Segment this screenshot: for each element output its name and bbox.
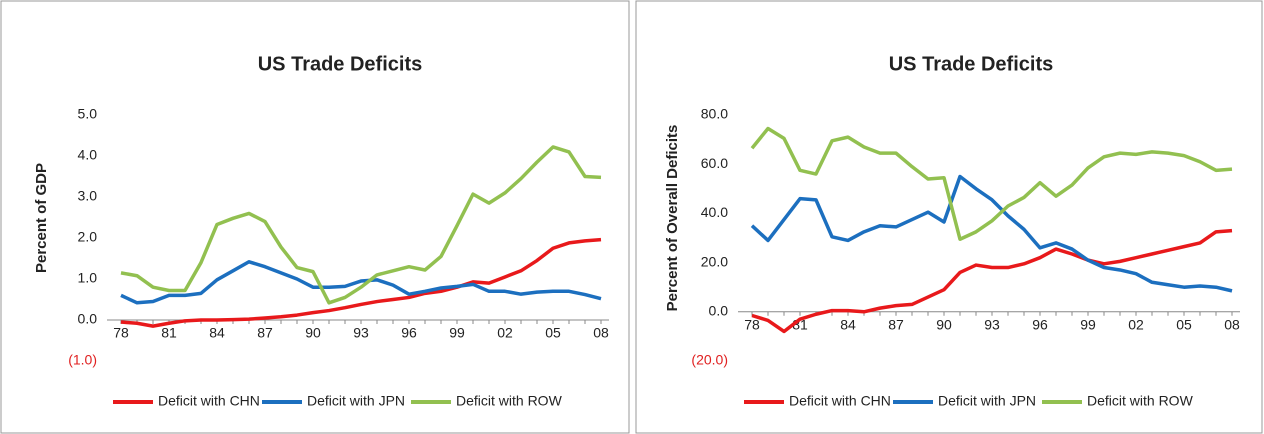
panel <box>0 0 630 434</box>
x-tick-label: 87 <box>257 325 273 341</box>
x-tick-label: 02 <box>497 325 513 341</box>
y-tick-label: 4.0 <box>78 147 98 163</box>
legend-label: Deficit with CHN <box>789 393 891 409</box>
x-tick-label: 87 <box>888 317 904 333</box>
series-line <box>751 228 1233 334</box>
x-tick-label: 05 <box>1176 317 1192 333</box>
x-tick-label: 84 <box>209 325 225 341</box>
y-tick-label: (20.0) <box>691 352 728 368</box>
x-tick-label: 99 <box>449 325 465 341</box>
y-tick-label: 1.0 <box>78 270 98 286</box>
y-tick-label: 40.0 <box>701 204 728 220</box>
x-tick-label: 99 <box>1080 317 1096 333</box>
y-tick-label: 20.0 <box>701 253 728 269</box>
x-tick-label: 08 <box>1224 317 1240 333</box>
legend-label: Deficit with ROW <box>456 393 563 409</box>
y-tick-label: 0.0 <box>709 303 729 319</box>
x-tick-label: 78 <box>113 325 129 341</box>
chart-title: US Trade Deficits <box>258 53 423 75</box>
x-tick-label: 08 <box>593 325 609 341</box>
x-tick-label: 02 <box>1128 317 1144 333</box>
x-tick-label: 81 <box>161 325 177 341</box>
x-tick-label: 90 <box>305 325 321 341</box>
y-tick-label: 80.0 <box>701 106 728 122</box>
y-tick-label: 60.0 <box>701 155 728 171</box>
y-tick-label: 0.0 <box>78 311 98 327</box>
x-tick-label: 90 <box>936 317 952 333</box>
legend-label: Deficit with CHN <box>158 393 260 409</box>
legend-label: Deficit with ROW <box>1087 393 1194 409</box>
y-tick-label: (1.0) <box>68 352 97 368</box>
x-tick-label: 93 <box>353 325 369 341</box>
y-tick-label: 5.0 <box>78 106 98 122</box>
y-tick-label: 2.0 <box>78 229 98 245</box>
legend-label: Deficit with JPN <box>307 393 405 409</box>
y-axis-label: Percent of Overall Deficits <box>664 125 681 312</box>
series-line <box>750 174 1233 293</box>
series-line <box>120 145 602 305</box>
y-tick-label: 3.0 <box>78 188 98 204</box>
x-tick-label: 96 <box>1032 317 1048 333</box>
x-tick-label: 78 <box>744 317 760 333</box>
x-tick-label: 96 <box>401 325 417 341</box>
x-tick-label: 84 <box>840 317 856 333</box>
x-tick-label: 05 <box>545 325 561 341</box>
chart-title: US Trade Deficits <box>889 53 1054 75</box>
legend-label: Deficit with JPN <box>938 393 1036 409</box>
series-line <box>750 126 1233 241</box>
panel <box>635 0 1263 434</box>
y-axis-label: Percent of GDP <box>33 163 50 273</box>
series-line <box>120 260 602 305</box>
x-tick-label: 93 <box>984 317 1000 333</box>
series-line <box>120 237 602 328</box>
